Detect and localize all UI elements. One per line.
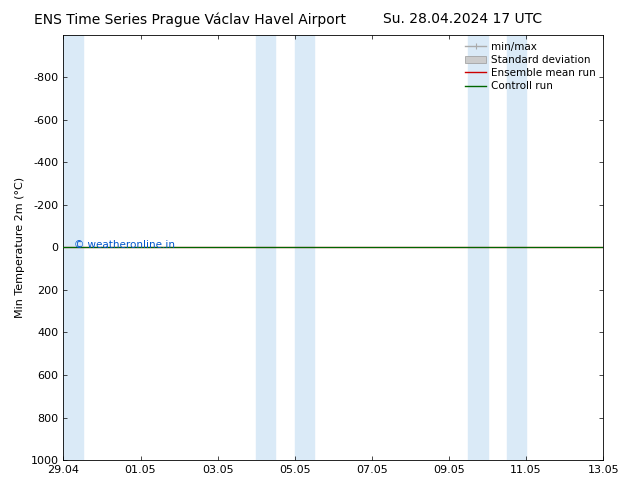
Bar [507,35,526,460]
Bar [295,35,314,460]
Bar [63,35,82,460]
Text: © weatheronline.in: © weatheronline.in [74,240,175,250]
Bar [256,35,275,460]
Bar [469,35,488,460]
Y-axis label: Min Temperature 2m (°C): Min Temperature 2m (°C) [15,177,25,318]
Text: ENS Time Series Prague Václav Havel Airport: ENS Time Series Prague Václav Havel Airp… [34,12,346,27]
Legend: min/max, Standard deviation, Ensemble mean run, Controll run: min/max, Standard deviation, Ensemble me… [461,38,600,96]
Text: Su. 28.04.2024 17 UTC: Su. 28.04.2024 17 UTC [384,12,542,26]
